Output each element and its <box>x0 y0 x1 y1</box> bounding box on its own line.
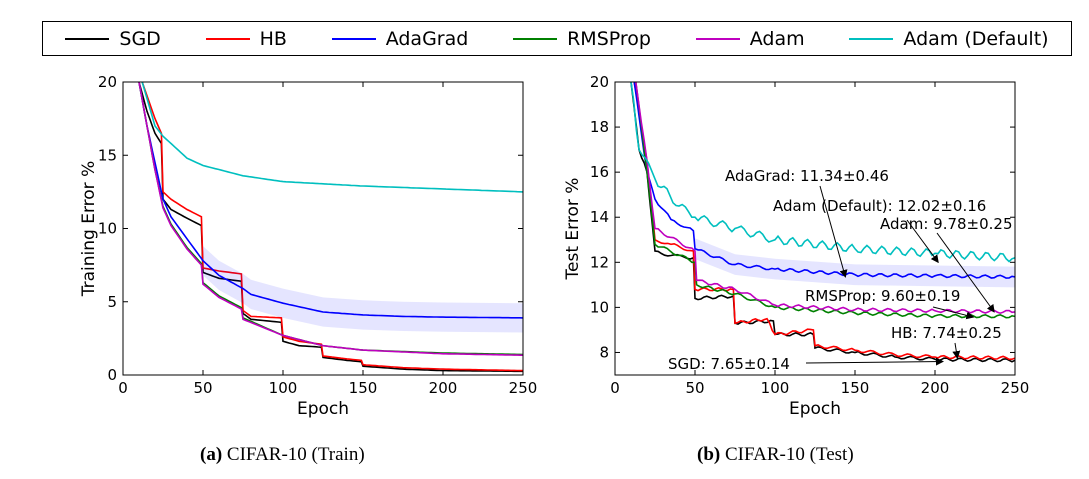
annotation-arrow <box>805 357 944 366</box>
series-band-adagrad <box>695 238 1015 288</box>
legend-swatch <box>849 37 894 40</box>
series-line-adam <box>635 82 1015 315</box>
legend-swatch <box>513 37 558 40</box>
y-tick-label: 10 <box>98 220 117 238</box>
x-axis-label: Epoch <box>789 399 841 419</box>
y-tick-label: 15 <box>98 146 117 164</box>
x-tick-label: 200 <box>429 379 458 397</box>
series-group <box>630 82 1015 363</box>
legend-entry: Adam <box>695 27 805 50</box>
legend-swatch <box>65 37 110 40</box>
caption-tag: (b) <box>697 444 721 465</box>
series-line-hb <box>141 82 523 372</box>
x-tick-label: 150 <box>841 379 870 397</box>
y-tick-label: 20 <box>98 73 117 91</box>
series-line-adagrad <box>138 82 523 319</box>
y-tick-label: 5 <box>107 293 117 311</box>
y-tick-label: 18 <box>590 118 609 136</box>
caption-text: CIFAR-10 (Test) <box>724 444 854 465</box>
series-line-adam <box>138 82 523 356</box>
legend-swatch <box>331 37 376 40</box>
x-tick-label: 200 <box>921 379 950 397</box>
series-band-adagrad <box>203 246 523 333</box>
legend-label: HB <box>259 27 287 50</box>
annotation-label: HB: 7.74±0.25 <box>891 324 1002 342</box>
annotation-label: Adam (Default): 12.02±0.16 <box>773 197 986 215</box>
x-tick-label: 50 <box>193 379 212 397</box>
caption-a: (a) CIFAR-10 (Train) <box>200 444 365 466</box>
y-tick-label: 20 <box>590 73 609 91</box>
annotation-arrow <box>952 342 961 360</box>
legend: SGD HB AdaGrad RMSProp Adam Adam (Default) <box>42 21 1072 56</box>
caption-b: (b) CIFAR-10 (Test) <box>697 444 854 466</box>
series-line-adam-default- <box>141 82 523 193</box>
x-tick-label: 100 <box>269 379 298 397</box>
y-tick-label: 10 <box>590 298 609 316</box>
x-tick-label: 50 <box>685 379 704 397</box>
series-line-adagrad <box>633 82 1015 279</box>
y-tick-label: 0 <box>107 366 117 384</box>
legend-entry: AdaGrad <box>331 27 469 50</box>
y-axis-label: Test Error % <box>563 178 583 281</box>
y-axis-label: Training Error % <box>79 161 99 297</box>
legend-entry: Adam (Default) <box>849 27 1049 50</box>
x-tick-label: 100 <box>761 379 790 397</box>
plot-frame <box>614 81 1016 376</box>
series-line-adam-default- <box>630 82 1015 263</box>
y-tick-label: 8 <box>599 343 609 361</box>
caption-text: CIFAR-10 (Train) <box>226 444 365 465</box>
legend-swatch <box>695 37 740 40</box>
x-tick-label: 250 <box>1001 379 1030 397</box>
series-group <box>138 82 523 373</box>
annotation-arrow <box>932 306 975 320</box>
annotation-label: Adam: 9.78±0.25 <box>880 215 1013 233</box>
legend-label: RMSProp <box>567 27 651 50</box>
plot-1: 0 50 100 150 200 250 8 10 12 14 16 18 20 Epoch Test Er… <box>563 73 1029 419</box>
y-tick-label: 12 <box>590 253 609 271</box>
series-line-hb <box>633 82 1015 361</box>
legend-label: Adam <box>749 27 805 50</box>
y-tick-label: 16 <box>590 163 609 181</box>
annotation-arrow <box>936 232 995 313</box>
x-tick-label: 0 <box>118 379 128 397</box>
series-line-rmsprop <box>635 82 1015 319</box>
x-tick-label: 250 <box>509 379 538 397</box>
legend-entry: HB <box>205 27 287 50</box>
caption-tag: (a) <box>200 444 223 465</box>
annotation-label: SGD: 7.65±0.14 <box>668 355 790 373</box>
y-tick-label: 14 <box>590 208 609 226</box>
series-line-sgd <box>138 82 523 373</box>
annotation-label: RMSProp: 9.60±0.19 <box>805 287 960 305</box>
x-axis-label: Epoch <box>297 399 349 419</box>
annotation-arrow <box>819 185 848 278</box>
legend-entry: SGD <box>65 27 161 50</box>
plot-0: 0 50 100 150 200 250 0 5 10 15 20 Epoch Training Err… <box>79 73 537 419</box>
annotation-label: AdaGrad: 11.34±0.46 <box>725 167 889 185</box>
legend-entry: RMSProp <box>513 28 651 50</box>
legend-swatch <box>205 37 250 40</box>
legend-label: Adam (Default) <box>903 27 1049 50</box>
x-tick-label: 150 <box>349 379 378 397</box>
legend-label: AdaGrad <box>385 27 469 50</box>
x-tick-label: 0 <box>610 379 620 397</box>
legend-label: SGD <box>119 27 161 50</box>
annotation-arrow <box>906 219 939 264</box>
